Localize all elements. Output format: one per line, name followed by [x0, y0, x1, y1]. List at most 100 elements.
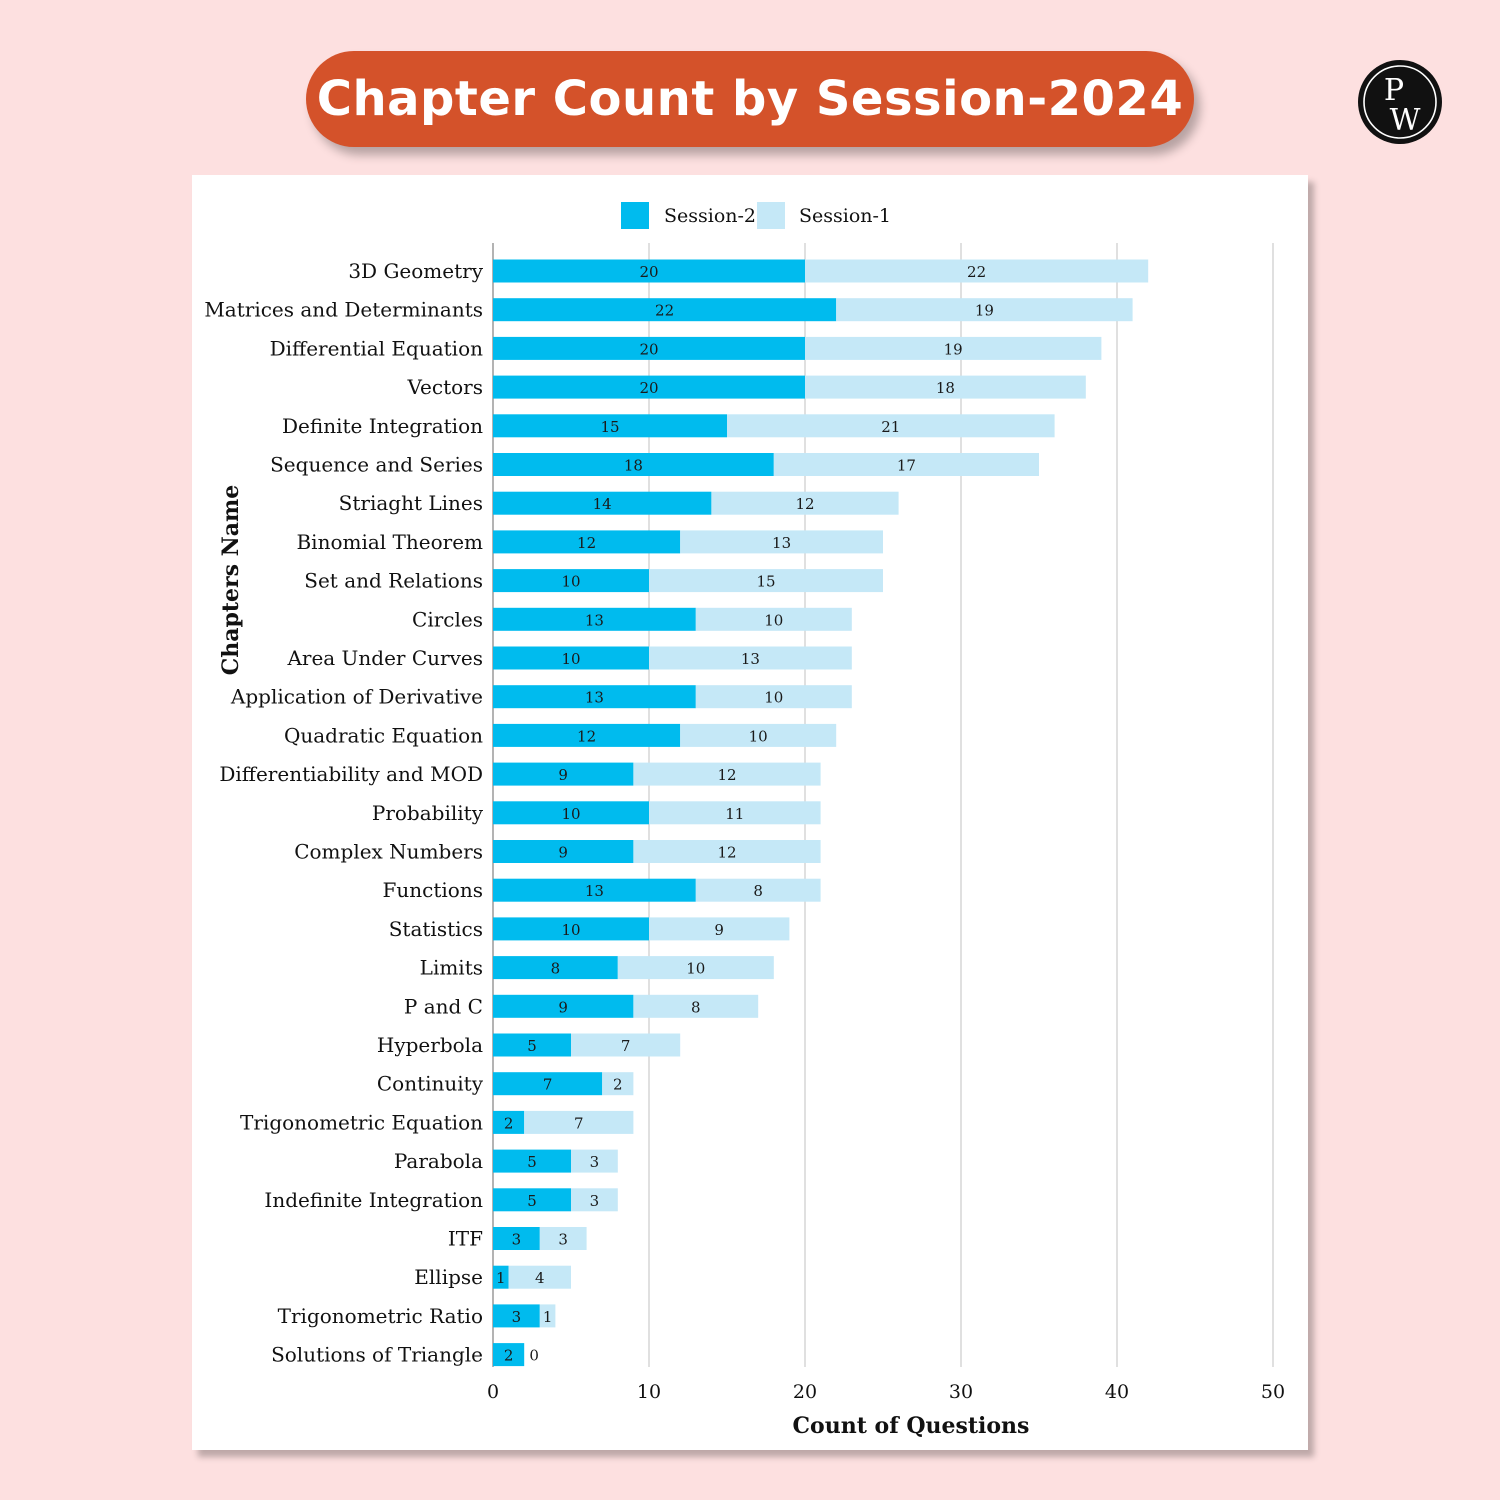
data-label-session-2: 20: [639, 340, 658, 358]
bar-session-1: [633, 840, 821, 863]
bar-session-2: [493, 453, 774, 476]
x-tick-label: 50: [1261, 1381, 1285, 1403]
data-label-session-1: 0: [529, 1347, 539, 1365]
bar-session-2: [493, 491, 712, 515]
bar-session-1: [773, 453, 1039, 476]
page-title: Chapter Count by Session-2024: [316, 71, 1184, 127]
x-tick-label: 30: [949, 1381, 973, 1403]
bar-session-1: [711, 491, 899, 515]
data-label-session-2: 9: [558, 844, 568, 862]
bar-session-1: [805, 259, 1149, 283]
bar-session-1: [633, 994, 759, 1018]
data-label-session-2: 13: [585, 611, 604, 629]
bar-session-2: [493, 1304, 540, 1328]
data-label-session-2: 18: [624, 457, 643, 475]
category-label: Probability: [372, 801, 484, 825]
bar-session-2: [493, 375, 805, 399]
pw-logo: P W PW: [1358, 60, 1442, 144]
data-label-session-2: 12: [577, 534, 596, 552]
bar-session-2: [493, 259, 805, 283]
data-label-session-2: 20: [639, 379, 658, 397]
data-label-session-2: 5: [527, 1037, 537, 1055]
data-label-session-2: 9: [558, 998, 568, 1016]
title-banner: Chapter Count by Session-2024: [306, 51, 1194, 147]
data-label-session-1: 19: [944, 340, 963, 358]
bar-chart: Session-2 Session-13D Geometry 20 22Matrice…: [204, 202, 1285, 1439]
data-label-session-1: 12: [717, 766, 736, 784]
data-label-session-1: 13: [741, 650, 760, 668]
y-axis-title: Chapters Name: [218, 485, 244, 676]
x-tick-label: 10: [637, 1381, 661, 1403]
data-label-session-2: 5: [527, 1192, 537, 1210]
data-label-session-1: 13: [772, 534, 791, 552]
data-label-session-2: 8: [551, 960, 561, 978]
data-label-session-1: 19: [975, 302, 994, 320]
bar-session-1: [617, 956, 774, 980]
data-label-session-2: 10: [561, 805, 580, 823]
bar-session-2: [493, 685, 696, 709]
category-label: Hyperbola: [377, 1033, 483, 1057]
x-tick-label: 0: [487, 1381, 499, 1403]
bar-session-1: [649, 801, 821, 825]
bar-session-2: [493, 723, 681, 747]
bar-session-2: [493, 994, 634, 1018]
bar-session-2: [493, 917, 649, 941]
bar-session-2: [493, 1265, 509, 1289]
bar-session-2: [493, 1343, 525, 1367]
category-label: Circles: [412, 607, 483, 631]
x-tick-label: 20: [793, 1381, 817, 1403]
bar-session-1: [805, 336, 1102, 360]
data-label-session-1: 3: [590, 1153, 600, 1171]
bar-session-2: [493, 607, 696, 631]
data-label-session-1: 3: [590, 1192, 600, 1210]
data-label-session-1: 9: [714, 921, 724, 939]
bar-session-1: [524, 1110, 634, 1134]
svg-text:P: P: [1384, 73, 1404, 108]
data-label-session-1: 10: [749, 727, 768, 745]
bar-session-1: [602, 1072, 634, 1096]
bar-session-1: [649, 917, 790, 941]
x-axis-title: Count of Questions: [793, 1413, 1030, 1439]
data-label-session-2: 12: [577, 727, 596, 745]
legend-label-session-2: Session-2: [664, 205, 756, 227]
data-label-session-2: 20: [639, 263, 658, 281]
legend-label-session-1: Session-1: [799, 205, 891, 227]
data-label-session-1: 12: [795, 495, 814, 513]
category-label: Differentiability and MOD: [219, 762, 483, 786]
category-label: Functions: [383, 878, 483, 902]
category-label: Quadratic Equation: [284, 723, 483, 747]
data-label-session-2: 10: [561, 573, 580, 591]
data-label-session-2: 14: [593, 495, 612, 513]
svg-text:W: W: [1390, 103, 1421, 138]
category-label: Application of Derivative: [230, 685, 483, 709]
bar-session-1: [680, 530, 883, 554]
category-label: Definite Integration: [282, 414, 483, 438]
category-label: Area Under Curves: [286, 646, 483, 670]
bar-session-1: [836, 298, 1133, 322]
data-label-session-1: 7: [621, 1037, 631, 1055]
bar-session-1: [571, 1149, 618, 1173]
data-label-session-2: 7: [543, 1076, 553, 1094]
bar-session-2: [493, 762, 634, 786]
bar-session-1: [539, 1227, 587, 1250]
data-label-session-1: 8: [691, 998, 701, 1016]
bar-session-1: [571, 1188, 618, 1212]
bar-session-1: [805, 375, 1086, 399]
bar-session-2: [493, 646, 649, 670]
x-tick-label: 40: [1105, 1381, 1129, 1403]
data-label-session-1: 15: [756, 573, 775, 591]
data-label-session-1: 22: [967, 263, 986, 281]
category-label: Differential Equation: [270, 336, 484, 360]
bar-session-1: [695, 685, 852, 709]
bar-session-2: [493, 878, 696, 902]
data-label-session-1: 11: [725, 805, 744, 823]
data-label-session-1: 17: [897, 457, 916, 475]
data-label-session-1: 10: [686, 960, 705, 978]
data-label-session-1: 12: [717, 844, 736, 862]
bar-session-1: [727, 414, 1055, 438]
category-label: Set and Relations: [304, 569, 483, 593]
category-label: Indefinite Integration: [264, 1188, 483, 1212]
data-label-session-2: 2: [504, 1114, 514, 1132]
bar-session-2: [493, 956, 618, 980]
category-label: Continuity: [377, 1072, 484, 1096]
